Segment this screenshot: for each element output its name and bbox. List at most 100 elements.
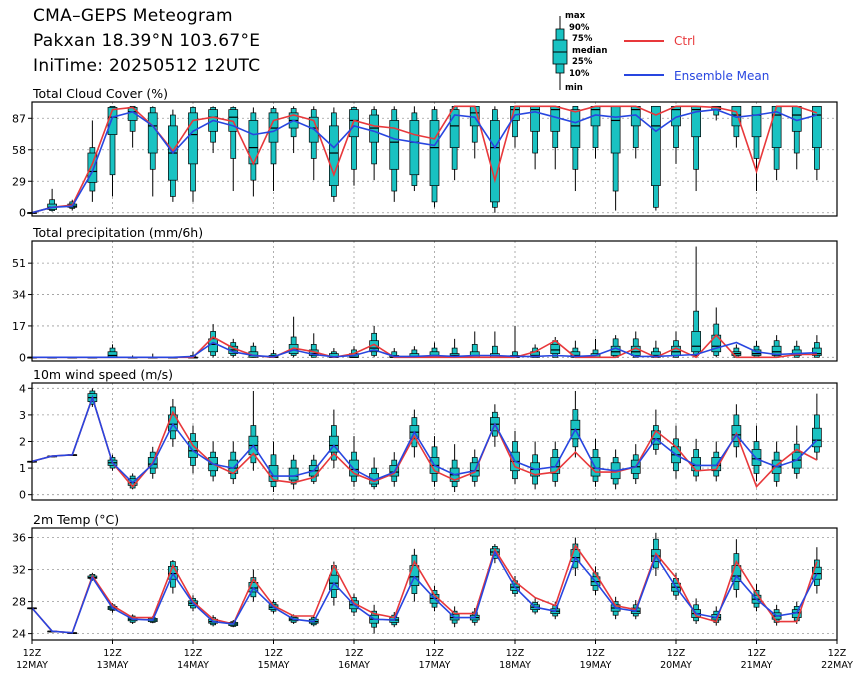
legend-box-label: median — [572, 46, 607, 56]
box-plot — [630, 105, 641, 159]
box-plot — [288, 454, 299, 490]
box-plot — [731, 344, 742, 358]
box-plot — [530, 441, 540, 490]
box-25-75 — [570, 549, 581, 562]
box-25-75 — [87, 152, 98, 183]
x-date-label: 12MAY — [16, 660, 48, 671]
x-date-label: 18MAY — [499, 660, 531, 671]
box-25-75 — [188, 112, 198, 165]
box-plot — [751, 105, 762, 192]
x-axis: 12Z12MAY12Z13MAY12Z14MAY12Z15MAY12Z16MAY… — [16, 640, 853, 671]
panel-1: Total precipitation (mm/6h) 0 17 34 51 — [12, 225, 838, 364]
box-plot — [469, 331, 480, 358]
box-25-75 — [610, 345, 621, 356]
box-plot — [510, 325, 520, 358]
box-25-75 — [449, 109, 460, 148]
panel-frame — [31, 382, 838, 501]
y-tick-label: 87 — [12, 112, 26, 125]
box-plot — [147, 106, 158, 197]
x-date-label: 22MAY — [821, 660, 853, 671]
legend-box-label: 90% — [569, 23, 590, 33]
box-plot — [651, 340, 661, 358]
box-plot — [751, 340, 762, 358]
ensemble-mean-line — [32, 341, 817, 359]
box-plot — [731, 539, 742, 598]
box-25-75 — [409, 120, 420, 176]
box-25-75 — [610, 105, 621, 154]
ensemble-mean-line — [31, 395, 818, 484]
legend-mean-label: Ensemble Mean — [674, 69, 769, 83]
box-plot — [671, 105, 681, 164]
x-date-label: 13MAY — [97, 660, 129, 671]
box-plot — [570, 105, 581, 192]
box-plot — [630, 444, 641, 485]
box-plot — [490, 106, 500, 213]
x-time-label: 12Z — [506, 648, 525, 659]
box-25-75 — [771, 345, 782, 356]
box-25-75 — [751, 105, 762, 138]
box-plot — [570, 390, 581, 458]
box-plot — [308, 454, 319, 485]
box-plot — [671, 331, 681, 358]
panel-2: 10m wind speed (m/s) 0 1 2 3 4 — [19, 367, 838, 502]
box-plot — [329, 409, 339, 469]
panel-title: 10m wind speed (m/s) — [33, 367, 173, 382]
box-plot — [590, 105, 601, 159]
y-tick-label: 2 — [19, 436, 26, 449]
x-time-label: 12Z — [23, 648, 42, 659]
panel-title: Total Cloud Cover (%) — [32, 86, 168, 101]
x-time-label: 12Z — [264, 648, 283, 659]
ctrl-line — [31, 395, 818, 489]
box-plot — [168, 109, 178, 202]
y-tick-label: 51 — [12, 257, 26, 270]
y-tick-label: 0 — [19, 207, 26, 220]
box-25-75 — [550, 344, 561, 354]
box-plot — [389, 106, 400, 202]
box-plot — [510, 430, 520, 485]
box-plot — [651, 105, 661, 211]
box-plot — [228, 106, 239, 192]
box-plot — [610, 105, 621, 211]
x-date-label: 19MAY — [580, 660, 612, 671]
x-time-label: 12Z — [586, 648, 605, 659]
x-time-label: 12Z — [345, 648, 364, 659]
ctrl-line — [31, 543, 818, 634]
box-plot — [308, 106, 319, 181]
box-plot — [791, 105, 802, 170]
box-25-75 — [389, 120, 400, 170]
initime-label: IniTime: 20250512 12UTC — [33, 56, 261, 76]
box-plot — [691, 438, 701, 482]
legend-box-label: 10% — [569, 69, 590, 79]
legend-ctrl-label: Ctrl — [674, 34, 695, 48]
box-plot — [107, 105, 118, 197]
box-25-75 — [288, 467, 299, 481]
box-plot — [510, 105, 520, 148]
box-25-75 — [691, 331, 701, 353]
box-plot — [329, 107, 339, 202]
ensemble-mean-line — [31, 108, 818, 214]
x-time-label: 12Z — [667, 648, 686, 659]
box-plot — [248, 107, 259, 197]
ensemble-mean-line — [31, 549, 818, 634]
box-25-75 — [751, 449, 762, 466]
box-plot — [630, 331, 641, 358]
box-25-75 — [429, 120, 440, 186]
box-25-75 — [812, 427, 822, 448]
x-date-label: 15MAY — [258, 660, 290, 671]
x-time-label: 12Z — [425, 648, 444, 659]
y-tick-label: 34 — [12, 289, 26, 302]
meteogram-title: CMA–GEPS Meteogram — [33, 6, 233, 26]
panel-title: Total precipitation (mm/6h) — [32, 225, 203, 240]
location-label: Pakxan 18.39°N 103.67°E — [33, 31, 261, 51]
box-plot — [409, 106, 420, 192]
x-time-label: 12Z — [747, 648, 766, 659]
box-25-75 — [329, 435, 339, 453]
box-plot — [349, 436, 359, 487]
box-10-90 — [230, 107, 237, 159]
box-25-75 — [329, 125, 339, 186]
box-plot — [107, 344, 118, 358]
box-series — [27, 388, 822, 493]
box-plot — [389, 452, 400, 487]
panel-0: Total Cloud Cover (%) 0 29 58 87 — [12, 86, 838, 220]
x-date-label: 20MAY — [660, 660, 692, 671]
